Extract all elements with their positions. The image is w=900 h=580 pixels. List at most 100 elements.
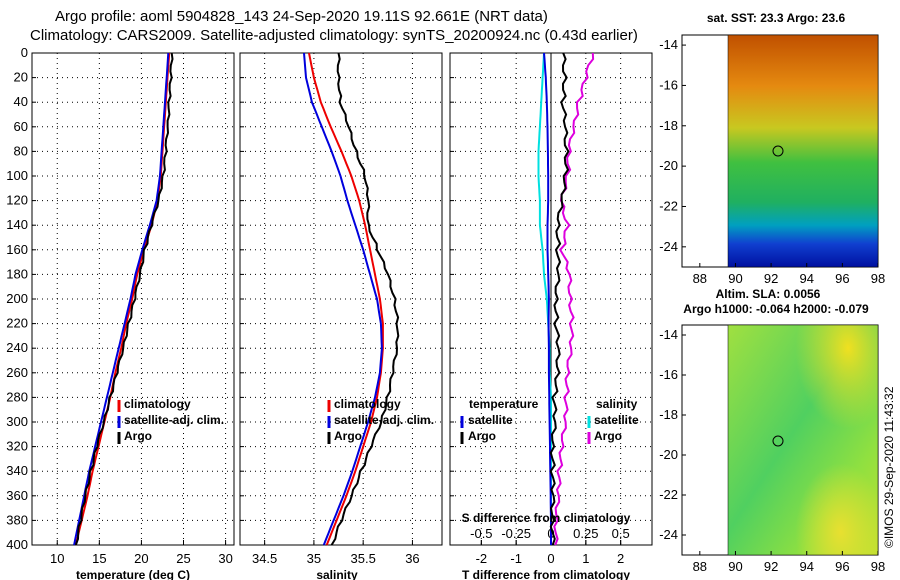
temperature-x-label: temperature (deg C): [76, 568, 190, 580]
temperature-satellite-diff-line: [543, 52, 552, 545]
depth-tick-label: 20: [14, 70, 28, 85]
legend-label-satellite: satellite-adj. clim.: [334, 413, 434, 427]
map-x-tick-label: 92: [764, 271, 778, 286]
depth-tick-label: 140: [6, 217, 28, 232]
depth-tick-label: 0: [21, 45, 28, 60]
figure-title-line1: Argo profile: aoml 5904828_143 24-Sep-20…: [55, 8, 548, 25]
depth-tick-label: 200: [6, 291, 28, 306]
x-tick-label: -2: [476, 551, 488, 566]
legend-label-climatology: climatology: [334, 397, 401, 411]
x-tick-label: -1: [510, 551, 522, 566]
top-x-tick-label: -0.5: [470, 526, 492, 541]
depth-tick-label: 80: [14, 143, 28, 158]
map-y-tick-label: -24: [659, 527, 678, 542]
x-tick-label: 0: [547, 551, 554, 566]
map-y-tick-label: -22: [659, 198, 678, 213]
difference-series: [537, 52, 595, 546]
legend-label-satellite: satellite-adj. clim.: [124, 413, 224, 427]
legend-label-climatology: climatology: [124, 397, 191, 411]
legend-label-sal-argo: Argo: [594, 429, 622, 443]
map-x-tick-label: 90: [728, 559, 742, 574]
depth-tick-label: 300: [6, 414, 28, 429]
top-x-tick-label: -0.25: [501, 526, 531, 541]
map-y-tick-label: -18: [659, 407, 678, 422]
map-y-tick-label: -20: [659, 158, 678, 173]
x-tick-label: 36: [405, 551, 419, 566]
depth-tick-label: 220: [6, 316, 28, 331]
x-tick-label: 15: [92, 551, 106, 566]
sst-map-panel: sat. SST: 23.3 Argo: 23.6 88 90 92 94 96 98 -1…: [659, 11, 885, 286]
depth-tick-label: 400: [6, 537, 28, 552]
map-x-tick-label: 92: [764, 559, 778, 574]
figure-title-line2: Climatology: CARS2009. Satellite-adjuste…: [30, 27, 638, 44]
temperature-panel: 10 15 20 25 30 temperature (deg C) climatolo…: [31, 52, 235, 580]
temperature-legend: climatology satellite-adj. clim. Argo: [117, 397, 224, 444]
x-tick-label: 35: [307, 551, 321, 566]
difference-top-axis-label: S difference from climatology: [462, 511, 631, 525]
sst-map-title: sat. SST: 23.3 Argo: 23.6: [707, 11, 846, 25]
depth-tick-label: 320: [6, 439, 28, 454]
sst-map-ticks: 88 90 92 94 96 98 -14 -16 -18 -20 -22 -24: [659, 37, 885, 286]
temperature-series: [73, 52, 174, 546]
depth-tick-label: 260: [6, 365, 28, 380]
legend-title-salinity: salinity: [596, 397, 638, 411]
depth-tick-label: 380: [6, 512, 28, 527]
depth-tick-label: 40: [14, 94, 28, 109]
sla-map-ticks: 88 90 92 94 96 98 -14 -16 -18 -20 -22 -24: [659, 327, 885, 574]
map-y-tick-label: -22: [659, 487, 678, 502]
x-tick-label: 10: [50, 551, 64, 566]
depth-tick-label: 240: [6, 340, 28, 355]
difference-x-label: T difference from climatology: [462, 568, 630, 580]
x-tick-label: 1: [582, 551, 589, 566]
top-x-tick-label: 0.5: [612, 526, 630, 541]
x-tick-label: 35.5: [351, 551, 376, 566]
depth-axis: 0 20 40 60 80 100 120 140 160 180 200 220 240 260 280 3…: [6, 45, 28, 552]
x-tick-label: 20: [134, 551, 148, 566]
depth-tick-label: 360: [6, 488, 28, 503]
salinity-argo-diff-line: [553, 52, 595, 546]
difference-panel: -2 -1 0 1 2 -0.5 -0.25 0 0.25 0.5 S difference f…: [449, 52, 653, 580]
difference-legend: temperature satellite Argo salinity sate…: [460, 397, 639, 444]
sla-map-field-border: [727, 324, 879, 556]
map-x-tick-label: 88: [693, 559, 707, 574]
depth-tick-label: 340: [6, 463, 28, 478]
argo-line: [330, 52, 400, 546]
x-tick-label: 2: [617, 551, 624, 566]
satellite-line: [303, 52, 383, 546]
x-tick-label: 34.5: [252, 551, 277, 566]
salinity-x-label: salinity: [316, 568, 358, 580]
sla-map-panel: Altim. SLA: 0.0056 Argo h1000: -0.064 h2…: [659, 287, 885, 574]
depth-tick-label: 100: [6, 168, 28, 183]
depth-tick-label: 60: [14, 119, 28, 134]
sla-map-high-anomaly-south: [728, 325, 878, 555]
map-y-tick-label: -24: [659, 239, 678, 254]
legend-label-argo: Argo: [124, 429, 152, 443]
depth-tick-label: 280: [6, 389, 28, 404]
argo-float-marker: [772, 435, 784, 447]
map-x-tick-label: 90: [728, 271, 742, 286]
map-y-tick-label: -16: [659, 77, 678, 92]
map-y-tick-label: -16: [659, 367, 678, 382]
depth-tick-label: 160: [6, 242, 28, 257]
sla-map-title: Altim. SLA: 0.0056: [716, 287, 821, 301]
depth-tick-label: 120: [6, 193, 28, 208]
sst-map-field-border: [727, 34, 879, 268]
salinity-series: [303, 52, 400, 546]
temperature-grid: [32, 53, 234, 545]
map-y-tick-label: -14: [659, 327, 678, 342]
satellite-line: [73, 52, 170, 546]
map-x-tick-label: 98: [871, 559, 885, 574]
map-y-tick-label: -18: [659, 118, 678, 133]
climatology-line: [308, 52, 384, 546]
map-x-tick-label: 94: [799, 559, 813, 574]
salinity-x-ticks: 34.5 35 35.5 36: [240, 77, 420, 566]
map-x-tick-label: 96: [835, 559, 849, 574]
x-tick-label: 30: [218, 551, 232, 566]
map-y-tick-label: -14: [659, 37, 678, 52]
sla-map-subtitle: Argo h1000: -0.064 h2000: -0.079: [683, 302, 869, 316]
sst-map-field: [728, 35, 878, 267]
map-y-tick-label: -20: [659, 447, 678, 462]
salinity-legend: climatology satellite-adj. clim. Argo: [327, 397, 434, 444]
depth-tick-label: 180: [6, 266, 28, 281]
